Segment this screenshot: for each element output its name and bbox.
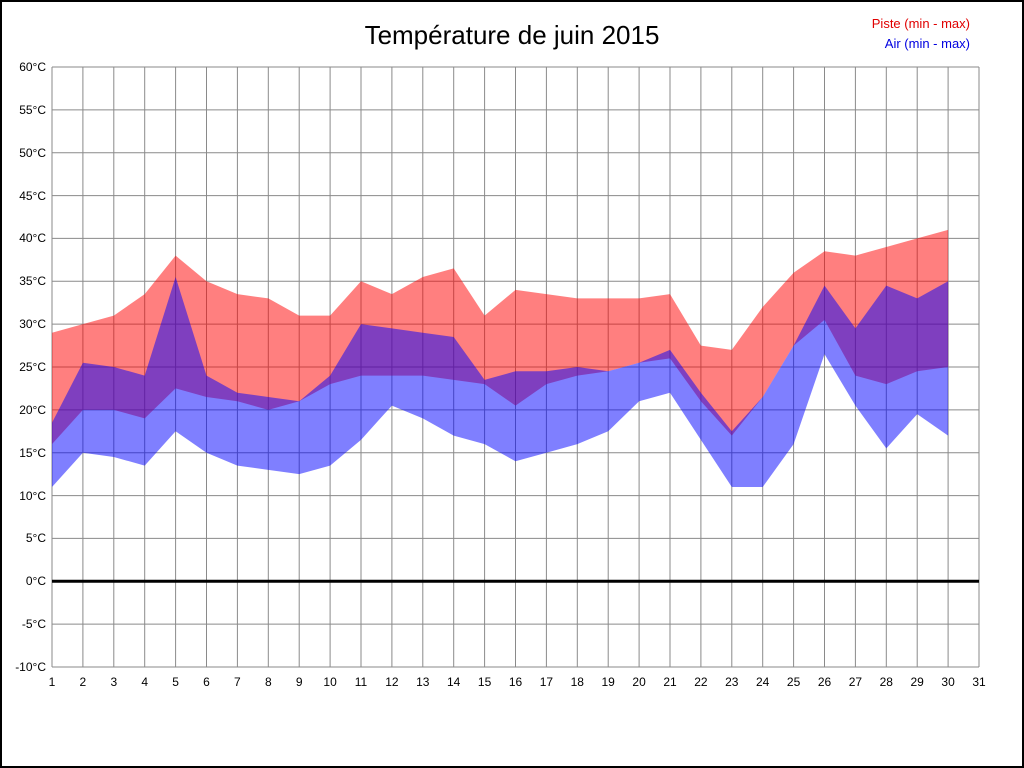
y-tick-label: 10°C	[19, 488, 46, 503]
x-tick-label: 8	[264, 675, 272, 689]
legend: Piste (min - max) Air (min - max)	[872, 14, 970, 54]
y-tick-label: 25°C	[19, 360, 46, 374]
x-tick-label: 25	[786, 675, 801, 689]
y-tick-label: 20°C	[19, 402, 46, 417]
y-tick-label: -10°C	[15, 660, 46, 674]
x-tick-label: 4	[141, 675, 149, 689]
x-tick-label: 20	[632, 675, 646, 689]
x-tick-label: 14	[447, 675, 461, 689]
air-band	[52, 277, 949, 487]
y-tick-label: 40°C	[19, 231, 46, 246]
x-tick-label: 29	[910, 675, 924, 689]
x-tick-label: 22	[694, 675, 708, 689]
legend-air: Air (min - max)	[884, 36, 970, 51]
x-tick-label: 5	[172, 675, 179, 689]
x-tick-label: 6	[203, 675, 210, 689]
y-tick-label: 30°C	[19, 317, 46, 332]
x-tick-label: 24	[756, 675, 770, 689]
x-tick-label: 17	[539, 675, 554, 689]
y-tick-label: -5°C	[21, 617, 46, 632]
x-tick-label: 28	[879, 675, 893, 689]
x-tick-label: 15	[477, 675, 492, 689]
x-tick-label: 31	[972, 675, 986, 689]
y-tick-label: 60°C	[19, 60, 46, 74]
y-tick-label: 55°C	[19, 102, 46, 117]
legend-piste: Piste (min - max)	[871, 16, 970, 31]
x-tick-label: 30	[941, 675, 955, 689]
x-tick-label: 9	[295, 675, 303, 689]
x-tick-label: 11	[354, 675, 368, 689]
x-tick-label: 2	[79, 675, 87, 689]
x-tick-label: 3	[110, 675, 118, 689]
x-tick-label: 19	[601, 675, 615, 689]
x-tick-label: 27	[848, 675, 863, 689]
x-tick-label: 23	[725, 675, 739, 689]
y-tick-label: 0°C	[25, 574, 46, 589]
y-tick-label: 45°C	[19, 188, 46, 203]
x-tick-label: 1	[48, 675, 56, 689]
x-tick-label: 21	[663, 675, 677, 689]
piste-band	[52, 229, 949, 445]
x-tick-label: 10	[323, 675, 337, 689]
x-tick-label: 12	[385, 675, 399, 689]
x-tick-label: 26	[817, 675, 832, 689]
chart-title: Température de juin 2015	[364, 20, 660, 50]
x-tick-label: 18	[570, 675, 584, 689]
y-tick-label: 35°C	[19, 274, 46, 289]
x-tick-label: 16	[508, 675, 523, 689]
x-tick-label: 7	[234, 675, 241, 689]
y-tick-label: 50°C	[19, 145, 46, 160]
y-tick-label: 15°C	[19, 445, 46, 460]
y-tick-label: 5°C	[25, 531, 46, 546]
x-tick-label: 13	[416, 675, 430, 689]
